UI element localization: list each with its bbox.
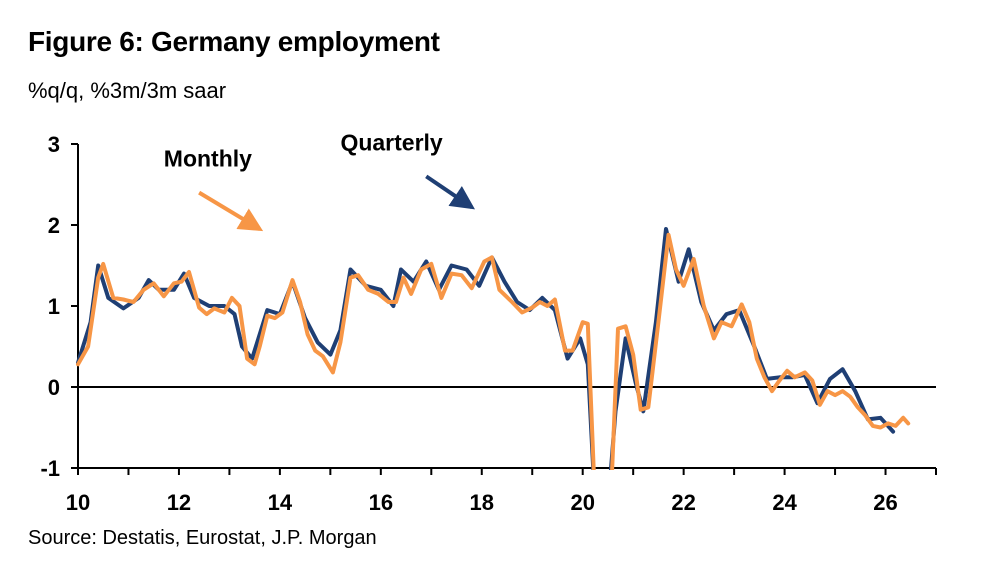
- x-tick-label: 10: [66, 490, 90, 515]
- y-tick-label: 3: [48, 132, 60, 157]
- y-tick-label: 2: [48, 213, 60, 238]
- x-tick-label: 20: [570, 490, 594, 515]
- monthly-arrow: [198, 190, 264, 232]
- chart-subtitle: %q/q, %3m/3m saar: [28, 78, 227, 103]
- quarterly-label: Quarterly: [340, 129, 442, 155]
- x-tick-label: 16: [369, 490, 393, 515]
- x-tick-label: 22: [671, 490, 695, 515]
- chart-source: Source: Destatis, Eurostat, J.P. Morgan: [28, 527, 377, 549]
- x-tick-label: 26: [873, 490, 897, 515]
- x-tick-label: 24: [772, 490, 797, 515]
- series-layer: [76, 227, 911, 470]
- annotation-layer: Monthly Quarterly: [164, 129, 475, 232]
- chart-title: Figure 6: Germany employment: [28, 26, 440, 57]
- quarterly-arrow: [425, 174, 475, 210]
- monthly-label: Monthly: [164, 146, 252, 172]
- y-tick-label: -1: [40, 456, 60, 481]
- y-tick-label: 1: [48, 294, 60, 319]
- x-tick-label: 18: [470, 490, 494, 515]
- y-tick-label: 0: [48, 375, 60, 400]
- x-tick-label: 12: [167, 490, 191, 515]
- monthly-series-line: [76, 232, 911, 470]
- quarterly-series-line: [76, 227, 896, 470]
- x-tick-label: 14: [268, 490, 293, 515]
